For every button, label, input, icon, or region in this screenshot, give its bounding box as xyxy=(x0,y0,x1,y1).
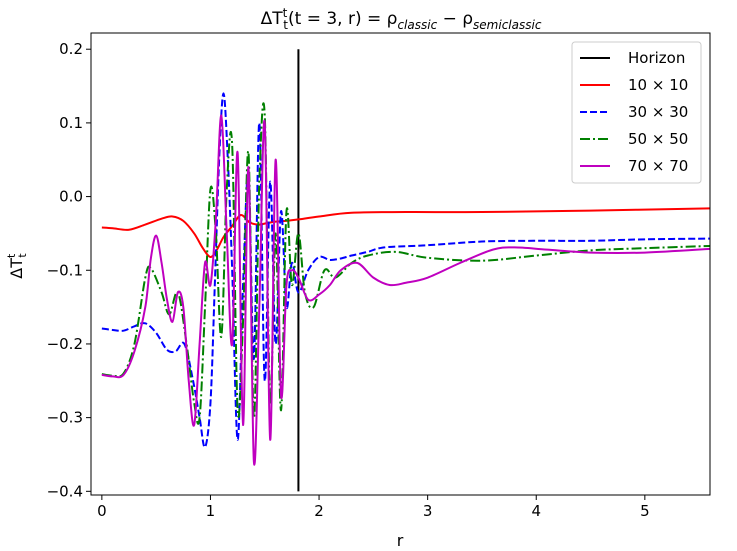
y-tick-label: 0.0 xyxy=(59,188,83,206)
y-axis-label: ΔTtt xyxy=(5,253,29,279)
y-tick-label: −0.1 xyxy=(47,261,83,279)
legend-label: 70 × 70 xyxy=(628,157,688,175)
y-tick-label: 0.2 xyxy=(59,40,83,58)
svg-text:ΔTtt: ΔTtt xyxy=(5,253,29,279)
plot-frame xyxy=(90,32,711,496)
x-tick-label: 5 xyxy=(640,502,650,520)
y-axis-ticks: −0.4 −0.3 −0.2 −0.1 0.0 0.1 0.2 xyxy=(47,40,91,500)
x-axis-ticks: 0 1 2 3 4 5 xyxy=(97,495,650,520)
legend-box xyxy=(571,41,702,184)
x-axis-label: r xyxy=(397,531,404,550)
x-tick-label: 2 xyxy=(314,502,324,520)
x-tick-label: 0 xyxy=(97,502,107,520)
y-tick-label: −0.3 xyxy=(47,409,83,427)
y-tick-label: −0.4 xyxy=(47,482,83,500)
plot-series xyxy=(101,49,711,492)
x-tick-label: 1 xyxy=(206,502,216,520)
legend: Horizon 10 × 10 30 × 30 50 × 50 70 × 70 xyxy=(571,41,702,184)
series-line-4 xyxy=(101,114,711,466)
x-tick-label: 4 xyxy=(531,502,541,520)
legend-label: 30 × 30 xyxy=(628,103,688,121)
chart-title: ΔTt t(t = 3, r) = ρclassic − ρsemiclassic xyxy=(261,6,542,32)
y-tick-label: 0.1 xyxy=(59,114,83,132)
series-line-1 xyxy=(101,207,711,258)
legend-label: 10 × 10 xyxy=(628,76,688,94)
legend-label: Horizon xyxy=(628,49,685,67)
y-tick-label: −0.2 xyxy=(47,335,83,353)
x-tick-label: 3 xyxy=(423,502,433,520)
legend-label: 50 × 50 xyxy=(628,130,688,148)
